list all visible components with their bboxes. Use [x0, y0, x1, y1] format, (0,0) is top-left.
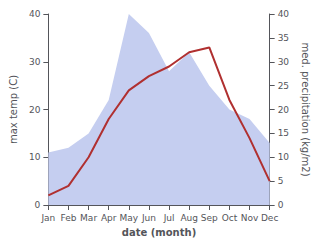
svg-text:35: 35	[278, 33, 289, 43]
svg-text:Jul: Jul	[163, 213, 175, 223]
svg-text:date (month): date (month)	[122, 227, 196, 238]
svg-text:Oct: Oct	[222, 213, 238, 223]
svg-text:0: 0	[35, 200, 41, 210]
svg-text:5: 5	[278, 176, 284, 186]
svg-text:Dec: Dec	[261, 213, 278, 223]
svg-text:Apr: Apr	[101, 213, 117, 223]
svg-text:Sep: Sep	[201, 213, 218, 223]
svg-text:40: 40	[278, 9, 290, 19]
svg-text:Nov: Nov	[241, 213, 259, 223]
svg-text:10: 10	[29, 152, 41, 162]
svg-text:25: 25	[278, 81, 289, 91]
svg-text:30: 30	[29, 57, 41, 67]
svg-text:0: 0	[278, 200, 284, 210]
svg-text:15: 15	[278, 128, 289, 138]
svg-text:Feb: Feb	[61, 213, 77, 223]
svg-text:May: May	[120, 213, 139, 223]
svg-text:med. precipitation (kg/m2): med. precipitation (kg/m2)	[300, 42, 311, 176]
svg-text:30: 30	[278, 57, 290, 67]
svg-text:20: 20	[278, 105, 290, 115]
svg-text:10: 10	[278, 152, 290, 162]
svg-text:Mar: Mar	[80, 213, 97, 223]
svg-text:Aug: Aug	[180, 213, 198, 223]
svg-text:40: 40	[29, 9, 41, 19]
svg-text:20: 20	[29, 105, 41, 115]
svg-text:Jun: Jun	[141, 213, 156, 223]
svg-text:Jan: Jan	[40, 213, 55, 223]
svg-text:max temp (C): max temp (C)	[8, 75, 19, 144]
